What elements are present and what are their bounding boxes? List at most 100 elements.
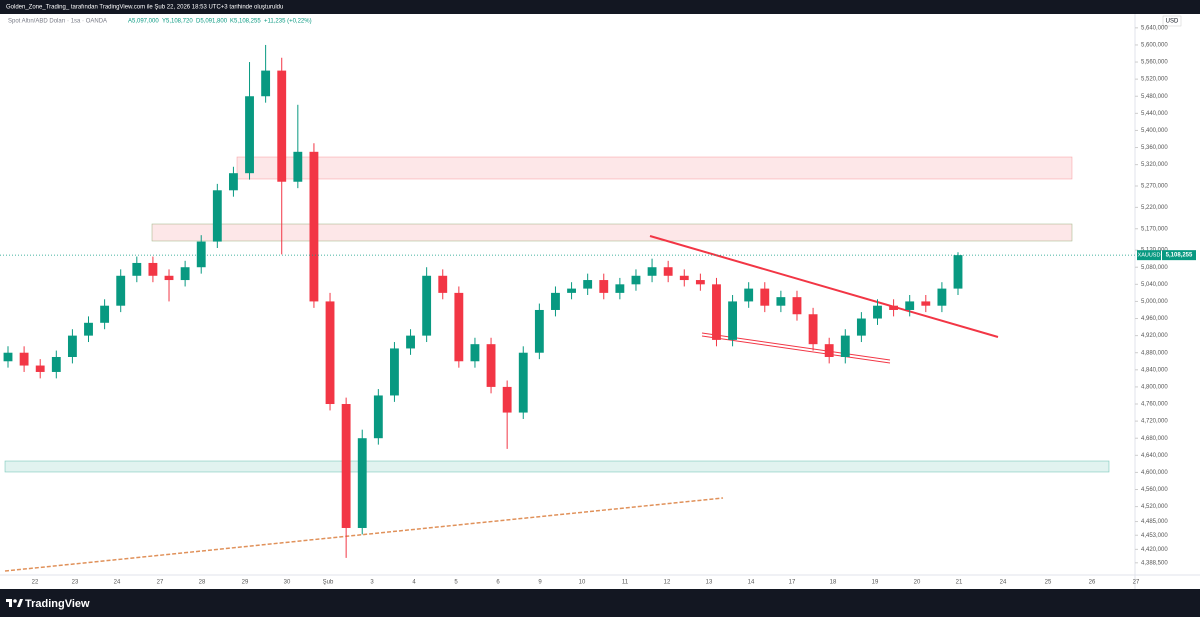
candle-body: [261, 70, 271, 97]
y-tick-label: 4,520,000: [1141, 504, 1168, 510]
supply-zone: [236, 156, 1073, 180]
y-tick-label: 4,388,500: [1141, 560, 1168, 566]
top-bar: [0, 0, 1200, 14]
candle-body: [631, 275, 641, 285]
y-tick-label: 4,720,000: [1141, 419, 1168, 425]
last-price-label: 5,108,255: [1166, 253, 1193, 259]
candle-body: [840, 335, 850, 357]
candle-body: [567, 288, 576, 293]
ohlc-value: K5,108,255: [230, 19, 261, 25]
ohlc-value: D5,091,800: [196, 19, 228, 25]
y-tick-label: 4,680,000: [1141, 436, 1168, 442]
y-tick-label: 5,520,000: [1141, 77, 1168, 83]
candle-body: [953, 255, 963, 289]
y-tick-label: 4,560,000: [1141, 487, 1168, 493]
x-tick-label: 21: [956, 580, 963, 586]
candle-body: [712, 284, 721, 340]
candle-body: [196, 241, 206, 268]
x-tick-label: 6: [496, 580, 500, 586]
y-tick-label: 5,640,000: [1141, 25, 1168, 31]
currency: USD: [1166, 19, 1179, 25]
candle-body: [583, 280, 593, 289]
price-box: [1162, 250, 1196, 261]
candle-body: [180, 267, 190, 281]
candle-body: [357, 438, 367, 528]
y-tick-label: 5,040,000: [1141, 282, 1168, 288]
candle-body: [744, 288, 754, 302]
candle-body: [422, 275, 432, 336]
x-tick-label: 27: [1133, 580, 1140, 586]
x-tick-label: 25: [1045, 580, 1052, 586]
candle-body: [19, 352, 29, 366]
x-tick-label: 22: [32, 580, 39, 586]
y-tick-label: 5,480,000: [1141, 94, 1168, 100]
y-tick-label: 4,760,000: [1141, 402, 1168, 408]
x-tick-label: 26: [1089, 580, 1096, 586]
candle-body: [245, 96, 254, 174]
support-zone: [4, 460, 1110, 473]
candle-body: [35, 365, 45, 372]
candle-body: [873, 305, 882, 319]
y-tick-label: 5,560,000: [1141, 60, 1168, 66]
candle-body: [132, 262, 142, 276]
chart-title: Spot Altın/ABD Doları · 1sa · OANDA: [8, 19, 107, 25]
candle-body: [856, 318, 866, 336]
symbol: XAUUSD: [1138, 253, 1161, 259]
candle-body: [776, 297, 786, 306]
y-tick-label: 4,485,000: [1141, 519, 1168, 525]
candle-body: [100, 305, 110, 323]
candle-body: [889, 305, 899, 310]
x-tick-label: 20: [914, 580, 921, 586]
candle-body: [212, 190, 222, 242]
trend-line: [649, 235, 999, 338]
x-tick-label: 30: [284, 580, 291, 586]
x-tick-label: 27: [157, 580, 164, 586]
x-tick-label: 13: [706, 580, 713, 586]
y-tick-label: 4,880,000: [1141, 350, 1168, 356]
y-tick-label: 5,400,000: [1141, 128, 1168, 134]
candle-body: [309, 151, 319, 302]
ohlc-value: A5,097,000: [128, 19, 159, 25]
logo: [6, 599, 23, 607]
candle-body: [293, 151, 303, 182]
x-tick-label: Şub: [323, 580, 334, 586]
ohlc-value: Y5,108,720: [162, 19, 193, 25]
x-tick-label: 28: [199, 580, 206, 586]
y-tick-label: 4,640,000: [1141, 453, 1168, 459]
candle-body: [325, 301, 335, 405]
y-tick-label: 5,600,000: [1141, 43, 1168, 49]
candle-body: [792, 297, 802, 315]
bottom-bar: [0, 589, 1200, 617]
x-tick-label: 10: [579, 580, 586, 586]
candle-body: [647, 267, 657, 276]
candle-body: [116, 275, 126, 306]
candle-body: [277, 70, 287, 182]
y-tick-label: 4,453,000: [1141, 533, 1168, 539]
candles: [3, 44, 963, 558]
x-tick-label: 19: [872, 580, 879, 586]
candle-body: [905, 301, 915, 310]
candle-body: [824, 344, 834, 357]
candle-body: [599, 280, 609, 293]
x-tick-label: 17: [789, 580, 796, 586]
x-tick-label: 9: [538, 580, 542, 586]
credit: Golden_Zone_Trading_ tarafından TradingV…: [6, 5, 283, 11]
candle-body: [470, 344, 480, 362]
candle-body: [760, 288, 770, 306]
candle-body: [148, 262, 158, 276]
y-tick-label: 5,080,000: [1141, 265, 1168, 271]
candle-body: [67, 335, 77, 357]
candle-body: [228, 173, 238, 191]
y-tick-label: 4,600,000: [1141, 470, 1168, 476]
candle-body: [695, 280, 705, 285]
candle-body: [534, 309, 544, 353]
y-tick-label: 5,000,000: [1141, 299, 1168, 305]
x-tick-label: 5: [454, 580, 458, 586]
ohlc-value: +11,235 (+0,22%): [264, 19, 312, 25]
candle-body: [518, 352, 528, 413]
resistance-zone: [151, 223, 1073, 242]
candle-body: [663, 267, 673, 276]
candle-body: [438, 275, 448, 293]
